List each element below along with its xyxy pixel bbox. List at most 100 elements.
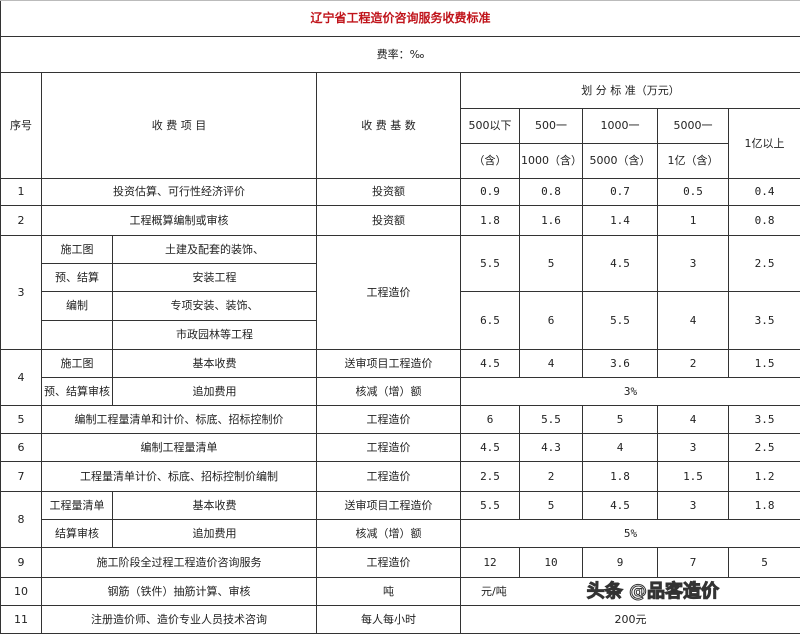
cell: 5.5	[460, 491, 520, 520]
cell: 10	[0, 577, 42, 606]
cell: 6.5	[460, 291, 520, 350]
cell: 1	[657, 205, 729, 236]
cell: 编制工程量清单	[41, 433, 317, 462]
cell: 1.8	[582, 461, 658, 492]
cell: 7	[657, 547, 729, 578]
cell: 1.8	[727, 491, 800, 520]
cell: 5	[727, 547, 800, 578]
table-row: 8 工程量清单 基本收费 送审项目工程造价 5.5 5 4.5 3 1.8	[0, 491, 800, 548]
cell: 2.5	[727, 235, 800, 292]
cell: 4.5	[582, 235, 658, 292]
cell	[41, 320, 113, 350]
header-col: 500一	[519, 108, 583, 144]
cell: 2.5	[460, 461, 520, 492]
cell-value: 元/吨	[481, 584, 507, 598]
table-row: 4 施工图 基本收费 送审项目工程造价 4.5 4 3.6 2 1.5	[0, 349, 800, 406]
cell: 4	[0, 349, 42, 406]
cell: 安装工程	[112, 263, 317, 292]
cell: 1.8	[460, 205, 520, 236]
cell: 1.5	[727, 349, 800, 378]
cell: 预、结算审核	[41, 377, 113, 406]
cell: 7	[0, 461, 42, 492]
cell: 1	[0, 178, 42, 206]
table-row: 10 钢筋（铁件）抽筋计算、审核吨 元/吨 头条 @品客造价	[0, 577, 800, 606]
cell: 5%	[459, 519, 800, 548]
cell: 市政园林等工程	[112, 320, 317, 350]
cell: 工程造价	[316, 547, 461, 578]
cell: 预、结算	[41, 263, 113, 292]
cell: 4	[657, 291, 729, 350]
cell: 钢筋（铁件）抽筋计算、审核	[41, 577, 317, 606]
cell: 4.5	[460, 433, 520, 462]
cell: 0.7	[582, 178, 658, 206]
cell: 核减（增）额	[316, 377, 461, 406]
cell: 土建及配套的装饰、	[112, 235, 317, 264]
cell: 4.5	[460, 349, 520, 378]
cell: 12	[460, 547, 520, 578]
cell: 3	[0, 235, 42, 350]
table-row: 市政园林等工程	[1, 320, 800, 350]
cell: 4.5	[582, 491, 658, 520]
cell: 投资额	[316, 178, 461, 206]
cell: 5	[582, 405, 658, 434]
header-col: 1000一	[582, 108, 658, 144]
header-col: （含）	[460, 143, 520, 179]
cell: 专项安装、装饰、	[112, 291, 317, 321]
cell: 追加费用	[112, 519, 317, 548]
cell: 8	[0, 491, 42, 548]
cell: 200元	[459, 605, 800, 634]
watermark: 头条 @品客造价	[586, 580, 719, 602]
cell: 核减（增）额	[316, 519, 461, 548]
table-row: 结算审核 追加费用 核减（增）额 5%	[1, 519, 800, 548]
table-row: 预、结算审核 追加费用 核减（增）额 3%	[1, 377, 800, 406]
cell: 0.9	[460, 178, 520, 206]
table-row: 2 工程概算编制或审核 投资额 1.8 1.6 1.4 1 0.8	[0, 205, 800, 236]
cell: 送审项目工程造价	[316, 349, 461, 378]
cell: 注册造价师、造价专业人员技术咨询	[41, 605, 317, 634]
cell: 工程造价	[316, 405, 461, 434]
cell: 元/吨 头条 @品客造价	[459, 577, 800, 606]
cell: 3	[657, 433, 729, 462]
cell: 3	[657, 235, 729, 292]
cell: 1.4	[582, 205, 658, 236]
cell: 1.2	[727, 461, 800, 492]
cell: 4	[519, 349, 583, 378]
cell: 11	[0, 605, 42, 634]
header-col: 500以下	[460, 108, 520, 144]
cell: 6	[0, 433, 42, 462]
cell: 0.5	[657, 178, 729, 206]
cell: 编制工程量清单和计价、标底、招标控制价	[41, 405, 317, 434]
header-basis: 收 费 基 数	[316, 72, 461, 179]
table-row: 6 编制工程量清单 工程造价 4.5 4.3 4 3 2.5	[0, 433, 800, 462]
header-col: 5000一	[657, 108, 729, 144]
cell: 3.5	[727, 405, 800, 434]
cell: 每人每小时	[316, 605, 461, 634]
cell: 6	[460, 405, 520, 434]
cell: 结算审核	[41, 519, 113, 548]
cell: 5.5	[582, 291, 658, 350]
cell: 0.4	[727, 178, 800, 206]
cell: 9	[0, 547, 42, 578]
cell: 基本收费	[112, 491, 317, 520]
cell: 投资估算、可行性经济评价	[41, 178, 317, 206]
table-title: 辽宁省工程造价咨询服务收费标准	[0, 0, 800, 37]
cell: 2	[0, 205, 42, 236]
cell: 2.5	[727, 433, 800, 462]
cell: 0.8	[519, 178, 583, 206]
table-row: 3 施工图 土建及配套的装饰、 工程造价 5.5 5 4.5 3 2.5	[0, 235, 800, 350]
cell: 5	[519, 491, 583, 520]
cell: 工程造价	[316, 235, 461, 350]
cell: 工程造价	[316, 461, 461, 492]
cell: 工程造价	[316, 433, 461, 462]
cell: 0.8	[727, 205, 800, 236]
cell: 基本收费	[112, 349, 317, 378]
cell: 4	[657, 405, 729, 434]
cell: 10	[519, 547, 583, 578]
header-seq: 序号	[0, 72, 42, 179]
table-row: 5 编制工程量清单和计价、标底、招标控制价 工程造价 6 5.5 5 4 3.5	[0, 405, 800, 434]
header-item: 收 费 项 目	[41, 72, 317, 179]
cell: 1.5	[657, 461, 729, 492]
cell: 施工阶段全过程工程造价咨询服务	[41, 547, 317, 578]
table-row: 预、结算 安装工程	[1, 263, 800, 292]
